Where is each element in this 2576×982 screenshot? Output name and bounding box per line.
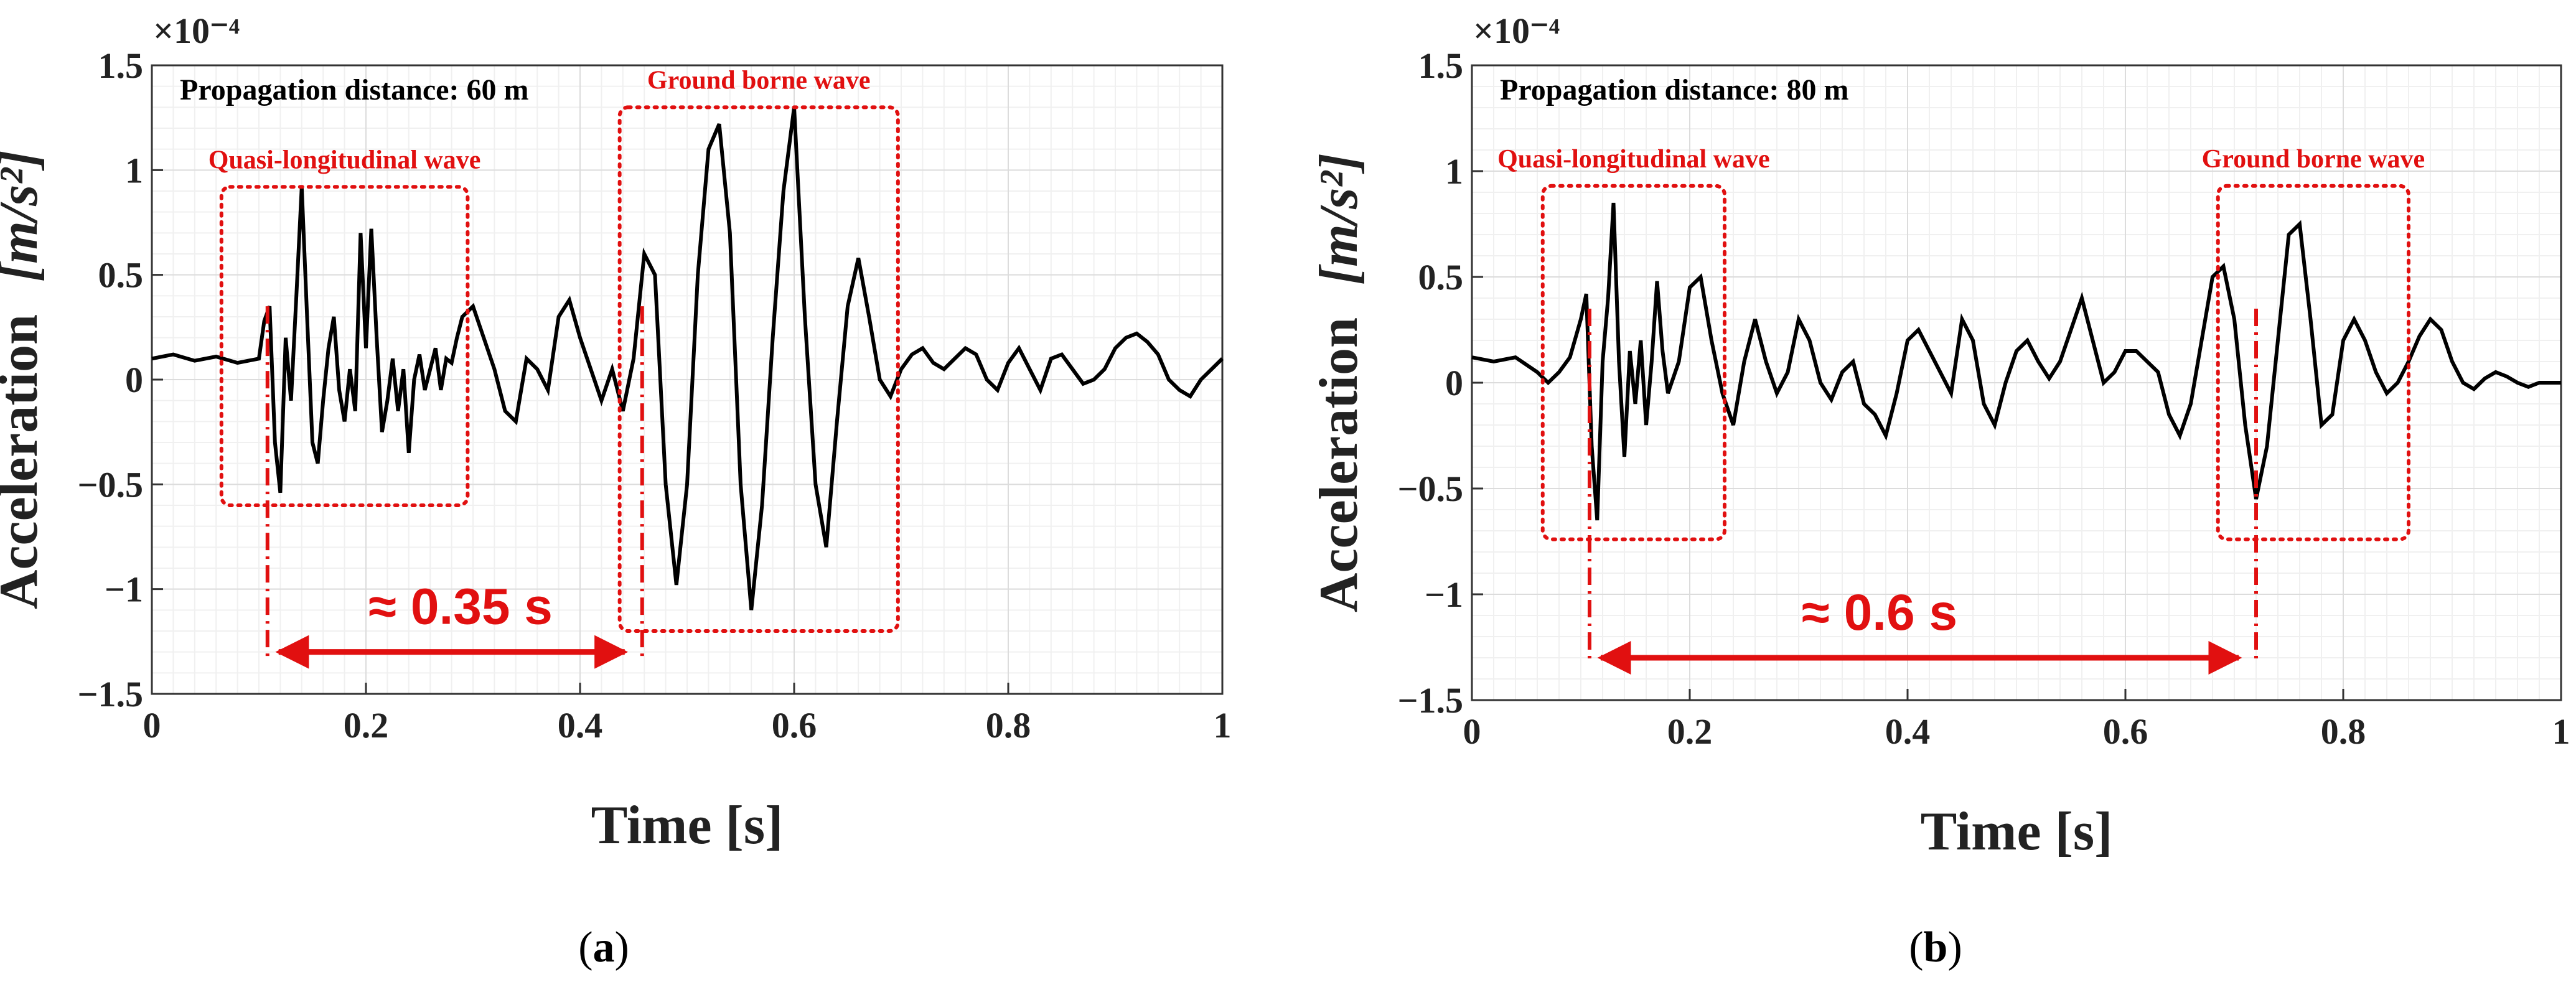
y-axis-title-a: Acceleration [m/s²] xyxy=(0,150,49,609)
panel-label-a: (a) xyxy=(578,924,629,971)
acceleration-line-a xyxy=(151,106,1224,610)
ground-borne-region-b xyxy=(2216,184,2410,541)
x-ticks-b: 0 0.2 0.4 0.6 0.8 1 xyxy=(1463,689,2570,752)
ground-borne-region-a xyxy=(617,105,900,634)
y-tick-label-b: −1 xyxy=(1425,574,1463,615)
svg-text:Acceleration [m/s²]: Acceleration [m/s²] xyxy=(1309,153,1369,612)
duration-label-a: ≈ 0.35 s xyxy=(368,579,553,635)
x-tick-label-a: 1 xyxy=(1214,705,1232,746)
ground-borne-label-a: Ground borne wave xyxy=(647,66,871,95)
x-tick-label-b: 1 xyxy=(2552,711,2570,752)
x-tick-label-b: 0.8 xyxy=(2321,711,2366,752)
chart-panel-a: −1.5−1−0.500.511.5 0 0.2 0.4 0.6 0.8 1 ×10⁻⁴ … xyxy=(0,11,1232,971)
y-tick-label-a: 1.5 xyxy=(98,45,144,86)
y-scale-label-b: ×10⁻⁴ xyxy=(1473,11,1560,51)
y-tick-label-a: −1 xyxy=(105,569,143,610)
y-tick-label-b: 0.5 xyxy=(1418,257,1464,297)
x-tick-label-a: 0.6 xyxy=(772,705,817,746)
x-axis-label-a: Time [s] xyxy=(591,795,784,856)
x-tick-label-b: 0.4 xyxy=(1885,711,1931,752)
panel-letter-b: b xyxy=(1924,924,1948,971)
x-tick-label-a: 0.4 xyxy=(558,705,603,746)
quasi-longitudinal-label-b: Quasi-longitudinal wave xyxy=(1497,145,1770,174)
y-tick-label-a: 0.5 xyxy=(98,255,144,296)
y-scale-label-a: ×10⁻⁴ xyxy=(153,11,240,51)
y-tick-label-b: 1 xyxy=(1445,151,1463,192)
propagation-distance-a: Propagation distance: 60 m xyxy=(180,73,528,106)
quasi-longitudinal-region-a xyxy=(219,185,470,507)
y-tick-label-b: −1.5 xyxy=(1397,680,1463,721)
duration-label-b: ≈ 0.6 s xyxy=(1802,584,1957,641)
propagation-distance-b: Propagation distance: 80 m xyxy=(1500,73,1848,106)
y-tick-label-b: 0 xyxy=(1445,363,1463,403)
y-tick-label-a: −1.5 xyxy=(77,674,143,714)
y-ticks-b: −1.5 −1 −0.5 0 0.5 1 1.5 xyxy=(1397,45,1483,721)
x-tick-label-b: 0 xyxy=(1463,711,1481,752)
svg-text:Acceleration [m/s²]: Acceleration [m/s²] xyxy=(0,150,49,609)
x-axis-label-b: Time [s] xyxy=(1921,802,2113,862)
y-axis-title-b: Acceleration [m/s²] xyxy=(1309,153,1369,612)
y-tick-label-b: 1.5 xyxy=(1418,45,1464,86)
x-tick-label-a: 0.8 xyxy=(986,705,1031,746)
acceleration-line-b xyxy=(1471,202,2561,521)
y-axis-unit-a: [m/s²] xyxy=(0,150,49,282)
x-tick-label-a: 0 xyxy=(143,705,161,746)
y-axis-unit-b: [m/s²] xyxy=(1309,153,1369,285)
y-tick-label-a: 1 xyxy=(125,150,143,190)
x-tick-label-b: 0.6 xyxy=(2103,711,2148,752)
quasi-longitudinal-label-a: Quasi-longitudinal wave xyxy=(208,146,481,174)
x-tick-label-b: 0.2 xyxy=(1667,711,1713,752)
x-ticks-a: 0 0.2 0.4 0.6 0.8 1 xyxy=(143,683,1232,746)
y-ticks-a: −1.5 −1 −0.5 0 0.5 1 1.5 xyxy=(77,45,163,714)
quasi-longitudinal-region-b xyxy=(1540,184,1726,541)
ground-borne-label-b: Ground borne wave xyxy=(2202,145,2425,174)
chart-panel-b: −1.5−1−0.500.511.5 0 0.2 0.4 0.6 0.8 1 ×10⁻⁴ … xyxy=(1309,11,2570,971)
y-tick-label-b: −0.5 xyxy=(1397,469,1463,509)
panel-label-b: (b) xyxy=(1909,924,1962,971)
panel-letter-a: a xyxy=(593,924,615,971)
y-axis-label-a: Acceleration xyxy=(0,314,49,609)
y-tick-label-a: −0.5 xyxy=(77,464,143,505)
y-tick-label-a: 0 xyxy=(125,360,143,400)
y-axis-label-b: Acceleration xyxy=(1309,317,1369,612)
x-tick-label-a: 0.2 xyxy=(344,705,389,746)
